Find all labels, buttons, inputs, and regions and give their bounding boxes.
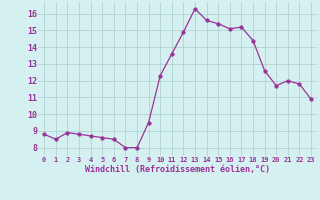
- X-axis label: Windchill (Refroidissement éolien,°C): Windchill (Refroidissement éolien,°C): [85, 165, 270, 174]
